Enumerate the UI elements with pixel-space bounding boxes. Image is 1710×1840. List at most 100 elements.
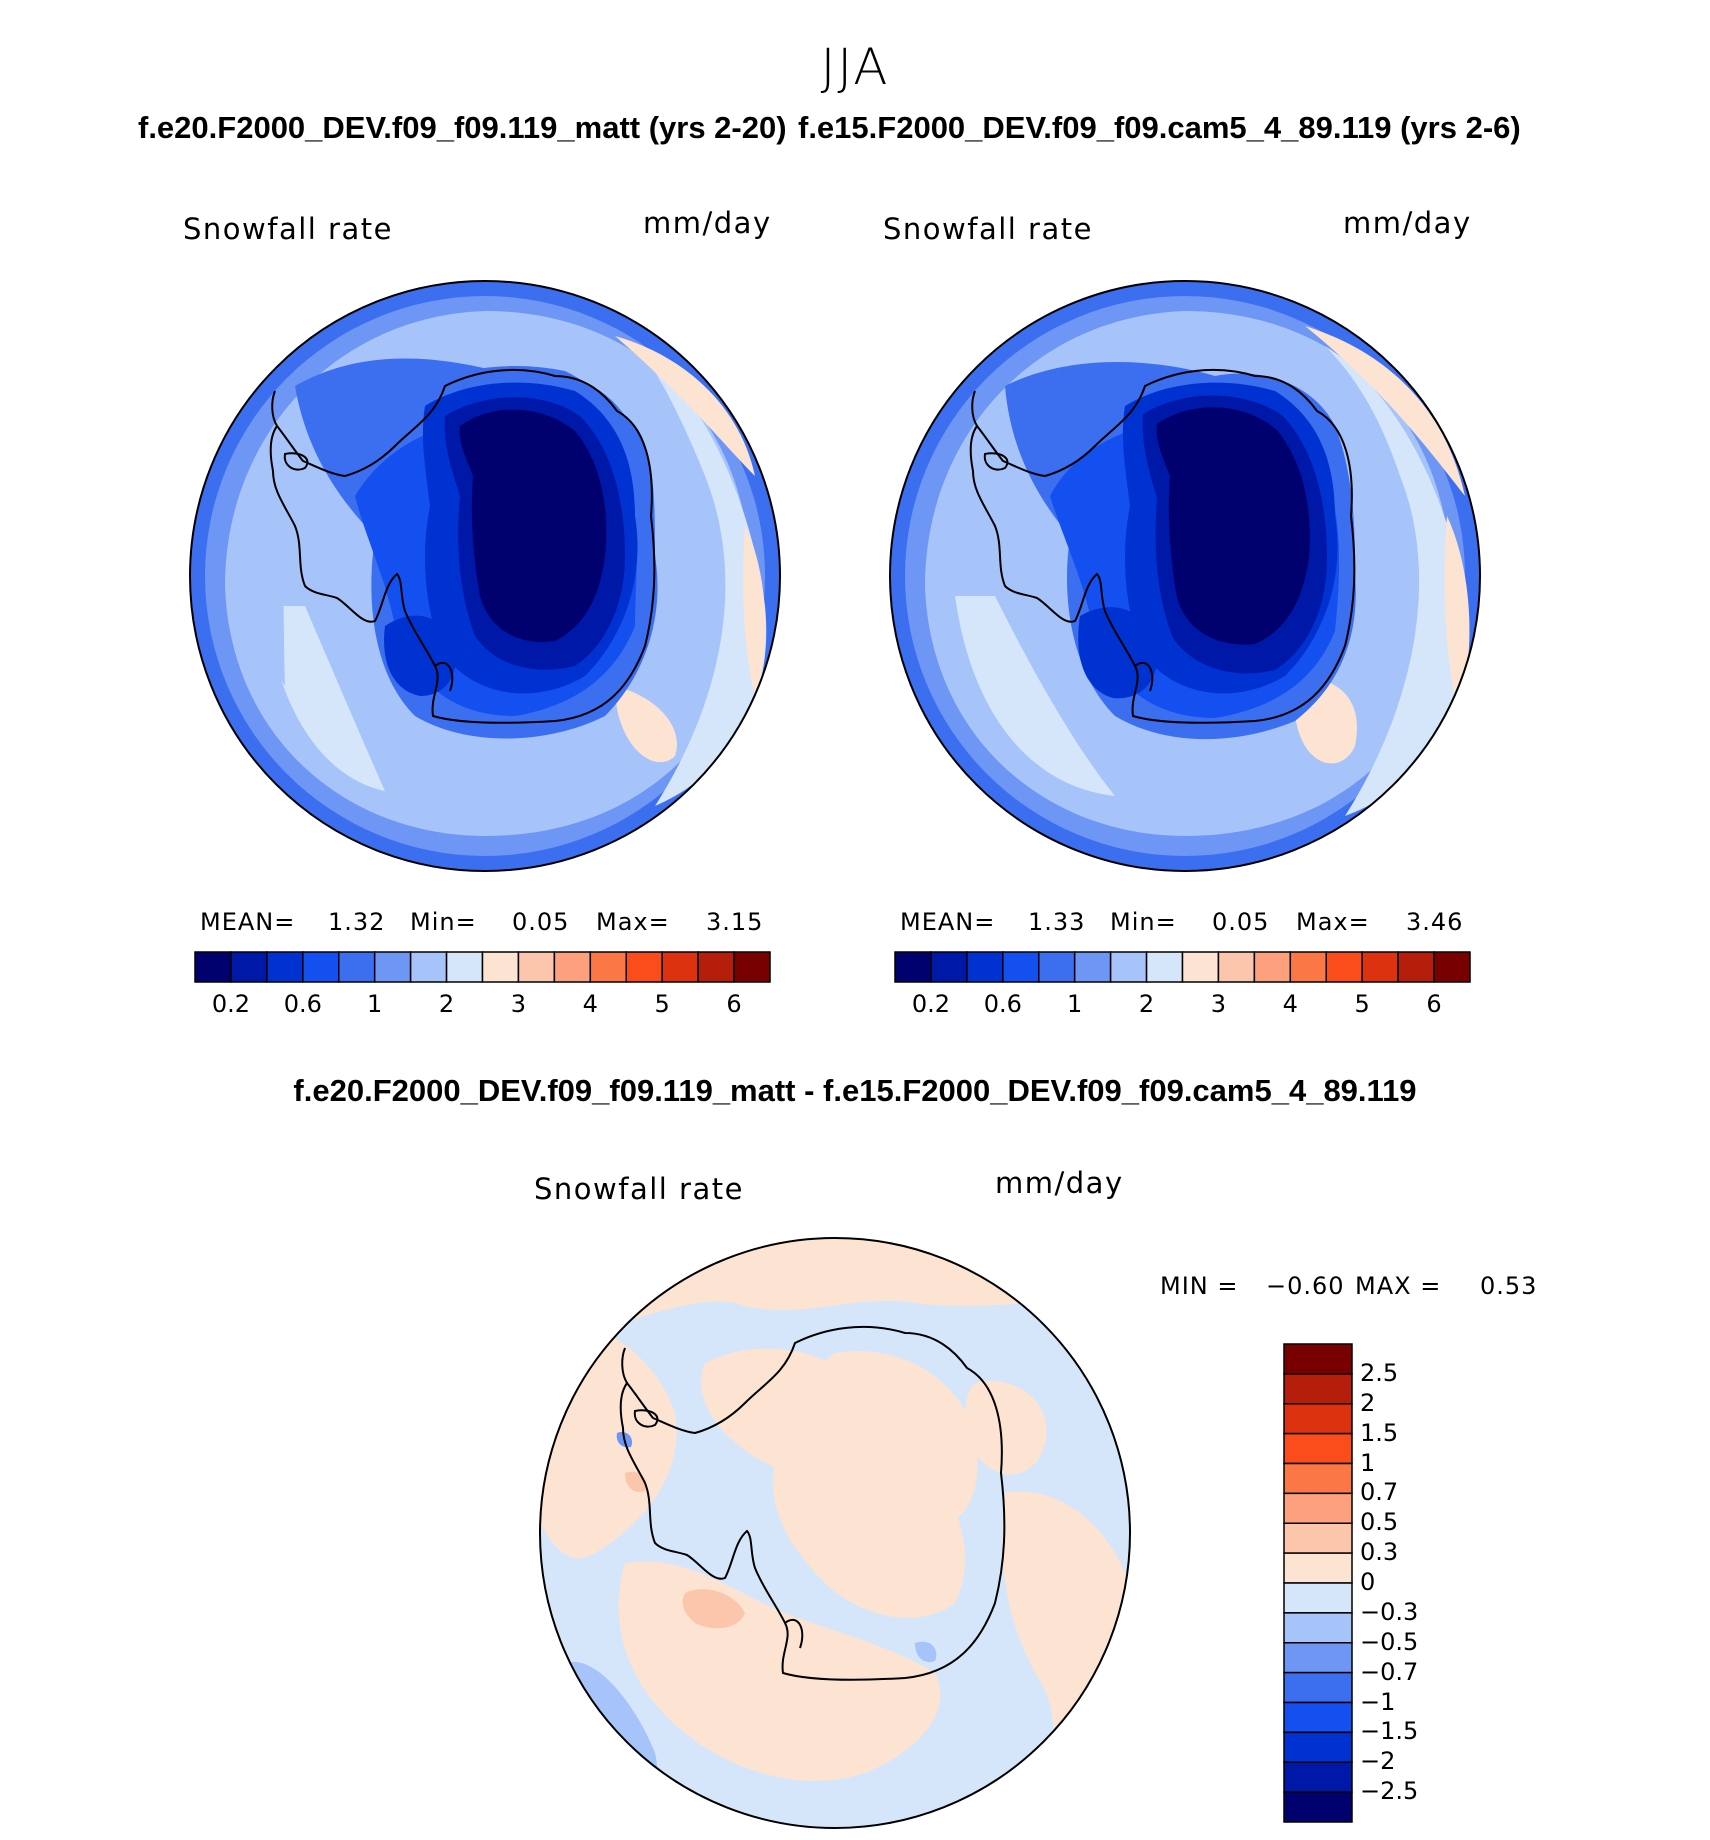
diff-case-title: f.e20.F2000_DEV.f09_f09.119_matt - f.e15… — [293, 1073, 1417, 1108]
season-title: JJA — [820, 38, 890, 96]
right-max-label: Max= — [1296, 908, 1370, 936]
colorbar-swatch — [625, 951, 663, 983]
colorbar-tick-label: 0.5 — [1360, 1508, 1399, 1537]
colorbar-swatch — [1253, 951, 1292, 983]
colorbar-tick-label: 4 — [582, 990, 598, 1018]
colorbar-swatch — [1181, 951, 1220, 983]
colorbar-tick-label: 3 — [510, 990, 527, 1018]
diff-variable-label: Snowfall rate — [534, 1172, 744, 1206]
colorbar-swatch — [1283, 1582, 1353, 1614]
colorbar-swatch — [1283, 1462, 1353, 1495]
colorbar-swatch — [733, 951, 771, 983]
right-polar-map — [890, 281, 1480, 871]
colorbar-swatch — [1073, 951, 1112, 983]
colorbar-tick-label: 2 — [438, 990, 455, 1018]
colorbar-swatch — [1283, 1731, 1353, 1763]
left-units-label: mm/day — [643, 206, 772, 240]
diff-min-label: MIN = — [1160, 1272, 1239, 1300]
left-case-title: f.e20.F2000_DEV.f09_f09.119_matt (yrs 2-… — [138, 110, 787, 145]
colorbar-swatch — [1283, 1492, 1353, 1524]
colorbar-tick-label: 2.5 — [1360, 1358, 1399, 1387]
colorbar-tick-label: 0.7 — [1360, 1478, 1399, 1507]
diff-max-label: MAX = — [1355, 1272, 1442, 1300]
colorbar-tick-label: −2.5 — [1360, 1777, 1419, 1806]
colorbar-swatch — [553, 951, 592, 983]
colorbar-swatch — [1038, 951, 1076, 983]
colorbar-tick-label: −1 — [1360, 1687, 1396, 1716]
colorbar-tick-label: 0 — [1360, 1568, 1376, 1596]
left-polar-map — [190, 281, 780, 871]
diff-colorbar-ticks: 2.5 2 1.5 1 0.7 0.5 0.3 0 −0.3 −0.5 −0.7 −1 −1.5 −2 −2… — [1360, 1343, 1460, 1823]
colorbar-tick-label: 1.5 — [1360, 1418, 1399, 1447]
left-mean-label: MEAN= — [200, 908, 296, 936]
colorbar-swatch — [1109, 951, 1148, 983]
colorbar-tick-label: −0.3 — [1360, 1597, 1419, 1626]
left-mean-value: 1.32 — [328, 908, 386, 936]
colorbar-swatch — [1283, 1761, 1353, 1793]
colorbar-tick-label: 1 — [367, 990, 383, 1018]
colorbar-tick-label: 5 — [654, 990, 670, 1018]
diff-units-label: mm/day — [995, 1166, 1124, 1200]
diff-polar-map — [539, 1237, 1131, 1829]
colorbar-swatch — [481, 951, 520, 983]
colorbar-tick-label: −0.7 — [1360, 1657, 1419, 1686]
colorbar-tick-label: 5 — [1354, 990, 1370, 1018]
colorbar-swatch — [661, 951, 699, 983]
colorbar-tick-label: 2 — [1138, 990, 1155, 1018]
colorbar-swatch — [1283, 1522, 1353, 1554]
colorbar-swatch — [1289, 951, 1327, 983]
colorbar-tick-label: 4 — [1282, 990, 1298, 1018]
right-min-label: Min= — [1110, 908, 1177, 936]
left-colorbar — [194, 951, 771, 983]
colorbar-swatch — [1433, 951, 1471, 983]
colorbar-swatch — [517, 951, 556, 983]
colorbar-swatch — [194, 951, 232, 983]
colorbar-swatch — [1283, 1403, 1353, 1435]
colorbar-swatch — [1325, 951, 1363, 983]
colorbar-tick-label: 0.6 — [983, 990, 1022, 1018]
colorbar-swatch — [1283, 1432, 1353, 1465]
colorbar-tick-label: −2 — [1360, 1747, 1396, 1776]
colorbar-tick-label: 0.3 — [1360, 1538, 1399, 1567]
colorbar-tick-label: 0.2 — [211, 990, 251, 1018]
left-map-outline — [189, 280, 781, 872]
colorbar-swatch — [1283, 1612, 1353, 1644]
right-units-label: mm/day — [1343, 206, 1472, 240]
right-min-value: 0.05 — [1212, 908, 1270, 936]
left-max-value: 3.15 — [706, 908, 764, 936]
colorbar-swatch — [1283, 1343, 1353, 1375]
colorbar-tick-label: −1.5 — [1360, 1717, 1419, 1746]
colorbar-swatch — [697, 951, 735, 983]
colorbar-swatch — [338, 951, 376, 983]
colorbar-tick-label: 0.2 — [911, 990, 951, 1018]
right-case-title: f.e15.F2000_DEV.f09_f09.cam5_4_89.119 (y… — [798, 110, 1521, 145]
colorbar-swatch — [589, 951, 627, 983]
colorbar-tick-label: −0.5 — [1360, 1627, 1419, 1656]
colorbar-swatch — [1361, 951, 1399, 983]
left-variable-label: Snowfall rate — [183, 212, 393, 246]
colorbar-swatch — [1397, 951, 1435, 983]
left-min-value: 0.05 — [512, 908, 570, 936]
colorbar-swatch — [409, 951, 448, 983]
colorbar-tick-label: 6 — [726, 990, 742, 1018]
colorbar-tick-label: 1 — [1067, 990, 1083, 1018]
colorbar-swatch — [1283, 1671, 1353, 1704]
colorbar-swatch — [230, 951, 268, 983]
colorbar-swatch — [266, 951, 304, 983]
diff-colorbar — [1283, 1343, 1353, 1823]
diff-max-value: 0.53 — [1480, 1272, 1538, 1300]
left-colorbar-ticks: 0.2 0.6 1 2 3 4 5 6 — [195, 990, 770, 1020]
colorbar-swatch — [1283, 1642, 1353, 1674]
colorbar-swatch — [445, 951, 484, 983]
right-map-outline — [889, 280, 1481, 872]
right-colorbar-ticks: 0.2 0.6 1 2 3 4 5 6 — [895, 990, 1470, 1020]
colorbar-swatch — [1283, 1701, 1353, 1734]
left-max-label: Max= — [596, 908, 670, 936]
colorbar-swatch — [1283, 1552, 1353, 1584]
right-max-value: 3.46 — [1406, 908, 1464, 936]
colorbar-swatch — [1217, 951, 1256, 983]
colorbar-swatch — [1283, 1791, 1353, 1823]
colorbar-swatch — [966, 951, 1004, 983]
right-mean-value: 1.33 — [1028, 908, 1086, 936]
colorbar-tick-label: 2 — [1360, 1388, 1376, 1417]
